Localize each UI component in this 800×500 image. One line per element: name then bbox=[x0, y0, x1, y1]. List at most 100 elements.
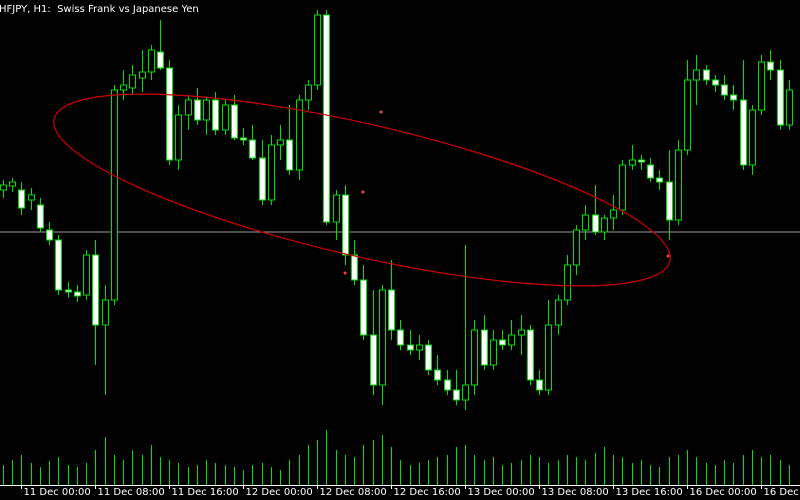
candle-body bbox=[703, 69, 710, 81]
candle-body bbox=[74, 291, 81, 297]
x-tick-label: 12 Dec 16:00 bbox=[394, 487, 461, 498]
x-tick-label: 11 Dec 16:00 bbox=[172, 487, 239, 498]
candle-body bbox=[555, 299, 562, 326]
candle-body bbox=[619, 164, 626, 211]
candle-body bbox=[638, 159, 645, 163]
candle-body bbox=[28, 194, 35, 201]
candle-body bbox=[212, 99, 219, 131]
candle-body bbox=[388, 289, 395, 331]
candle-body bbox=[601, 217, 608, 233]
chart-title: CHFJPY, H1: Swiss Frank vs Japanese Yen bbox=[0, 4, 199, 15]
candle-body bbox=[18, 189, 25, 209]
candle-body bbox=[286, 139, 293, 171]
candle-body bbox=[573, 229, 580, 266]
axis-band bbox=[0, 485, 800, 500]
candle-body bbox=[305, 84, 312, 101]
candle-body bbox=[490, 339, 497, 366]
candle-body bbox=[296, 99, 303, 171]
candle-body bbox=[749, 109, 756, 166]
x-tick-label: 16 Dec 08:00 bbox=[764, 487, 800, 498]
x-tick-label: 13 Dec 00:00 bbox=[468, 487, 535, 498]
candle-body bbox=[314, 14, 321, 86]
candle-body bbox=[323, 14, 330, 223]
candle-body bbox=[397, 329, 404, 346]
candle-body bbox=[185, 99, 192, 116]
candle-body bbox=[610, 209, 617, 219]
candle-body bbox=[777, 69, 784, 126]
candle-body bbox=[508, 334, 515, 346]
candle-body bbox=[425, 344, 432, 371]
candle-body bbox=[647, 164, 654, 179]
candle-body bbox=[46, 229, 53, 241]
candle-body bbox=[370, 334, 377, 386]
candle-body bbox=[527, 329, 534, 381]
ellipse-annotation bbox=[53, 93, 671, 287]
candle-body bbox=[259, 157, 266, 201]
candle-body bbox=[712, 79, 719, 86]
candle-body bbox=[277, 139, 284, 146]
candle-body bbox=[666, 181, 673, 221]
candle-body bbox=[434, 369, 441, 381]
candle-body bbox=[518, 329, 525, 336]
anchor-dot bbox=[666, 254, 670, 258]
candle-body bbox=[416, 344, 423, 351]
candle-body bbox=[139, 71, 146, 79]
candle-body bbox=[351, 254, 358, 281]
candle-body bbox=[582, 214, 589, 231]
candle-body bbox=[9, 181, 16, 187]
candle-body bbox=[360, 279, 367, 336]
x-tick-label: 13 Dec 16:00 bbox=[616, 487, 683, 498]
candle-body bbox=[471, 329, 478, 386]
candle-body bbox=[453, 389, 460, 401]
x-tick-label: 11 Dec 08:00 bbox=[98, 487, 165, 498]
candle-body bbox=[564, 264, 571, 301]
x-tick-label: 13 Dec 08:00 bbox=[542, 487, 609, 498]
x-tick-label: 12 Dec 00:00 bbox=[246, 487, 313, 498]
candle-body bbox=[92, 254, 99, 326]
x-tick-label: 12 Dec 08:00 bbox=[320, 487, 387, 498]
candle-body bbox=[157, 51, 164, 69]
candle-body bbox=[37, 204, 44, 229]
candle-body bbox=[629, 159, 636, 166]
candle-body bbox=[222, 104, 229, 131]
candle-body bbox=[592, 214, 599, 233]
candle-body bbox=[249, 139, 256, 159]
candle-body bbox=[693, 69, 700, 81]
candle-body bbox=[379, 289, 386, 386]
candle-body bbox=[684, 79, 691, 151]
candle-body bbox=[656, 177, 663, 183]
candle-body bbox=[231, 104, 238, 139]
x-tick-label: 11 Dec 00:00 bbox=[24, 487, 91, 498]
anchor-dot bbox=[379, 110, 383, 114]
candle-body bbox=[65, 289, 72, 293]
x-tick-label: 16 Dec 00:00 bbox=[690, 487, 757, 498]
candle-body bbox=[786, 89, 793, 126]
candle-body bbox=[767, 61, 774, 71]
candle-body bbox=[268, 144, 275, 201]
candle-body bbox=[499, 339, 506, 346]
candle-body bbox=[111, 89, 118, 301]
candle-body bbox=[175, 114, 182, 161]
candle-body bbox=[342, 194, 349, 256]
candle-body bbox=[240, 137, 247, 141]
candle-body bbox=[481, 329, 488, 366]
anchor-dot bbox=[343, 271, 347, 275]
candle-body bbox=[102, 299, 109, 326]
candle-body bbox=[758, 61, 765, 111]
plot-area bbox=[0, 10, 800, 485]
candle-body bbox=[203, 99, 210, 121]
candle-body bbox=[407, 344, 414, 351]
candle-body bbox=[462, 384, 469, 401]
candle-body bbox=[333, 194, 340, 223]
candle-body bbox=[721, 84, 728, 96]
candle-body bbox=[166, 67, 173, 161]
candle-body bbox=[740, 99, 747, 166]
candle-body bbox=[730, 94, 737, 101]
candle-body bbox=[120, 84, 127, 91]
candle-body bbox=[83, 254, 90, 296]
candle-body bbox=[148, 49, 155, 73]
candle-body bbox=[0, 184, 7, 191]
candle-body bbox=[545, 324, 552, 391]
